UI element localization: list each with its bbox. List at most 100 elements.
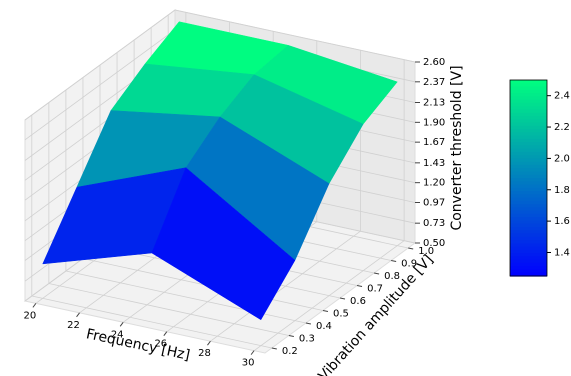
- y-tick-label: 0.2: [282, 346, 298, 357]
- colorbar-strip: [510, 213, 547, 218]
- colorbar-tick-label: 2.0: [554, 153, 570, 164]
- colorbar-strip: [510, 204, 547, 208]
- colorbar-strip: [510, 96, 547, 101]
- x-tick-label: 26: [154, 339, 167, 350]
- z-tick-label: 0.97: [423, 197, 445, 208]
- colorbar-strip: [510, 89, 547, 94]
- colorbar-strip: [510, 151, 547, 156]
- y-tick-label: 0.3: [299, 334, 315, 345]
- colorbar-strip: [510, 253, 547, 257]
- y-tick-label: 0.8: [384, 271, 400, 282]
- grid-line: [48, 283, 289, 336]
- colorbar-strip: [510, 109, 547, 114]
- z-tick-label: 0.73: [423, 218, 445, 229]
- y-tick-label: 0.7: [367, 284, 383, 295]
- y-tick: [322, 310, 329, 312]
- z-tick-label: 0.50: [423, 238, 445, 249]
- colorbar-strip: [510, 164, 547, 169]
- y-tick: [408, 247, 414, 250]
- grid-line: [174, 9, 416, 63]
- colorbar-strip: [510, 246, 547, 251]
- colorbar-strip: [510, 181, 547, 186]
- colorbar-strip: [510, 112, 547, 117]
- z-tick-label: 1.20: [423, 178, 445, 189]
- colorbar-strip: [510, 138, 547, 143]
- colorbar-tick-label: 1.8: [554, 185, 570, 196]
- colorbar-strip: [510, 132, 547, 137]
- colorbar-strip: [510, 125, 547, 130]
- colorbar: 1.4 1.6 1.8 2.0 2.2 2.4: [509, 79, 570, 277]
- z-tick-label: 1.90: [423, 117, 445, 128]
- surface-face: [151, 167, 296, 321]
- x-tick-label: 20: [24, 310, 37, 321]
- colorbar-strip: [510, 272, 547, 277]
- colorbar-strip: [510, 227, 547, 231]
- colorbar-strip: [510, 168, 547, 173]
- z-axis-label: Converter threshold [V]: [449, 65, 465, 230]
- z-tick-label: 1.43: [423, 158, 445, 169]
- colorbar-tick-label: 1.4: [554, 247, 570, 258]
- colorbar-strip: [510, 217, 547, 222]
- colorbar-strip: [510, 194, 547, 199]
- y-tick-label: 0.6: [350, 296, 366, 307]
- y-tick: [305, 322, 312, 325]
- colorbar-strip: [510, 102, 547, 107]
- colorbar-strip: [510, 197, 547, 202]
- y-tick-label: 0.5: [333, 309, 349, 320]
- colorbar-strip: [510, 178, 547, 182]
- colorbar-strip: [510, 230, 547, 235]
- colorbar-strip: [510, 262, 547, 267]
- surface: [42, 21, 398, 321]
- grid-line: [31, 295, 272, 349]
- colorbar-strip: [510, 129, 547, 133]
- colorbar-strip: [510, 243, 547, 248]
- labels: 2022242628300.20.30.40.50.60.70.80.91.00…: [24, 57, 446, 369]
- colorbar-strip: [510, 233, 547, 238]
- colorbar-strip: [510, 184, 547, 189]
- colorbar-tick-label: 1.6: [554, 216, 570, 227]
- colorbar-strip: [510, 93, 547, 97]
- colorbar-strip: [510, 86, 547, 91]
- y-tick: [339, 297, 346, 300]
- colorbar-strip: [510, 161, 547, 166]
- colorbar-strip: [510, 145, 547, 150]
- colorbar-strip: [510, 155, 547, 159]
- y-tick: [391, 260, 397, 262]
- x-tick: [119, 321, 124, 327]
- y-tick-label: 0.4: [316, 321, 332, 332]
- colorbar-strip: [510, 223, 547, 228]
- colorbar-strip: [510, 99, 547, 104]
- colorbar-strip: [510, 266, 547, 271]
- colorbar-strip: [510, 142, 547, 146]
- colorbar-strip: [510, 220, 547, 225]
- z-tick-label: 2.13: [423, 98, 445, 109]
- colorbar-strip: [510, 106, 547, 110]
- y-tick: [288, 335, 294, 337]
- z-tick-label: 2.60: [423, 57, 445, 68]
- z-tick-label: 2.37: [423, 77, 445, 88]
- y-tick-label: 0.9: [401, 259, 417, 270]
- colorbar-strip: [510, 191, 547, 195]
- y-tick-label: 1.0: [418, 246, 434, 257]
- grid-line: [24, 29, 176, 141]
- x-tick: [207, 340, 211, 346]
- colorbar-strip: [510, 236, 547, 241]
- colorbar-frame: [509, 79, 548, 277]
- colorbar-strip: [510, 200, 547, 205]
- x-tick: [163, 331, 168, 337]
- colorbar-strip: [510, 269, 547, 274]
- colorbar-strip: [510, 187, 547, 192]
- y-tick: [373, 272, 380, 275]
- x-tick-label: 22: [67, 320, 80, 331]
- z-tick-label: 1.67: [423, 137, 445, 148]
- colorbar-strip: [510, 83, 547, 88]
- grid-line: [65, 270, 306, 324]
- x-tick: [250, 350, 255, 355]
- colorbar-strip: [510, 249, 547, 254]
- colorbar-strip: [510, 174, 547, 179]
- x-tick-label: 28: [198, 348, 211, 359]
- colorbar-strip: [510, 122, 547, 127]
- x-tick: [76, 312, 80, 318]
- grid-line: [24, 9, 176, 121]
- colorbar-strip: [510, 135, 547, 140]
